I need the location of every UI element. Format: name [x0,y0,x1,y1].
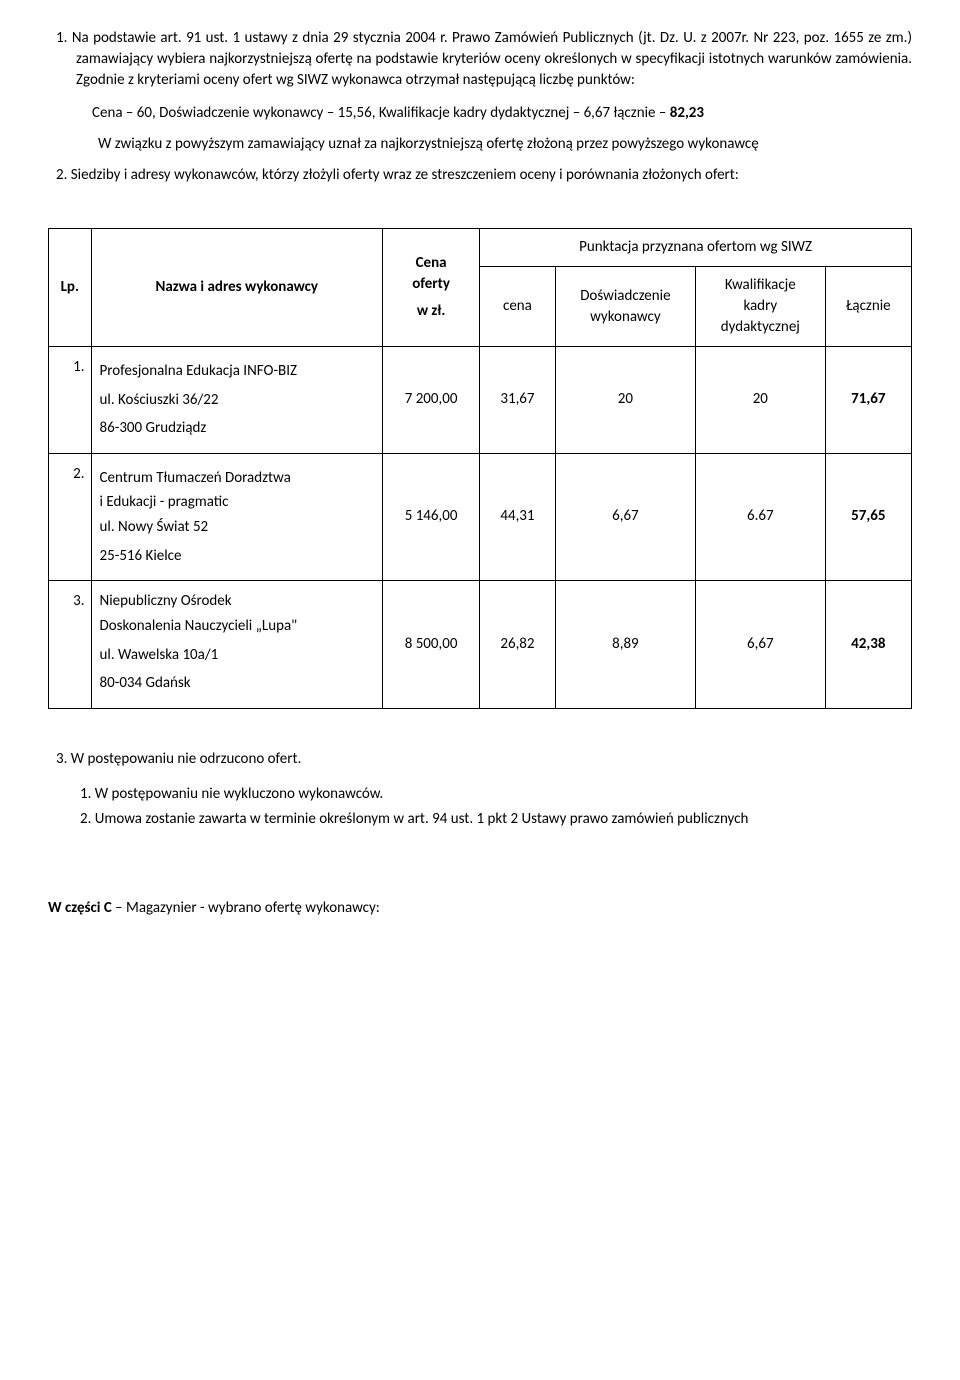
r3-dosw: 8,89 [555,581,695,709]
th-cena-oferty-l2: oferty [393,274,469,295]
r2-lacznie: 57,65 [825,453,911,581]
para-2-bold: 82,23 [670,104,704,122]
r3-cena: 26,82 [480,581,556,709]
bottom-2-text: W postępowaniu nie wykluczono wykonawców… [95,785,384,803]
footer-rest: – Magazynier - wybrano ofertę wykonawcy: [112,899,380,917]
r3-name: Niepubliczny Ośrodek Doskonalenia Nauczy… [91,581,382,709]
th-dosw-l1: Doświadczenie [566,286,685,307]
r2-name: Centrum Tłumaczeń Doradztwa i Edukacji -… [91,453,382,581]
r3-kwal: 6,67 [696,581,826,709]
bottom-3: 2. Umowa zostanie zawarta w terminie okr… [48,809,912,830]
r1-kwal: 20 [696,347,826,454]
th-dosw: Doświadczenie wykonawcy [555,267,695,347]
th-kwal: Kwalifikacje kadry dydaktycznej [696,267,826,347]
r3-lacznie: 42,38 [825,581,911,709]
th-cena-oferty-l1: Cena [393,253,469,274]
th-lp: Lp. [49,229,92,347]
r3-name-l2: Doskonalenia Nauczycieli „Lupa" [100,612,374,641]
r1-lacznie: 71,67 [825,347,911,454]
para-3: W związku z powyższym zamawiający uznał … [48,134,912,155]
bottom-1: 3. W postępowaniu nie odrzucono ofert. [48,749,912,770]
para-2: Cena – 60, Doświadczenie wykonawcy – 15,… [48,103,912,124]
r3-name-l3: ul. Wawelska 10a/1 [100,641,374,670]
th-kwal-l3: dydaktycznej [706,317,815,338]
footer-bold: W części C [48,899,112,917]
r3-lp: 3. [49,581,92,709]
bottom-3-prefix: 2. [80,810,95,828]
r3-name-l1: Niepubliczny Ośrodek [100,591,374,612]
offers-table: Lp. Nazwa i adres wykonawcy Cena oferty … [48,228,912,709]
th-kwal-l2: kadry [706,296,815,317]
para-1-text: Na podstawie art. 91 ust. 1 ustawy z dni… [72,29,912,89]
para-4: 2. Siedziby i adresy wykonawców, którzy … [48,165,912,186]
r2-name-l2: i Edukacji - pragmatic [100,492,374,513]
r2-dosw: 6,67 [555,453,695,581]
footer-line: W części C – Magazynier - wybrano ofertę… [48,898,912,919]
th-cena: cena [480,267,556,347]
bottom-2: 1. W postępowaniu nie wykluczono wykonaw… [48,784,912,805]
th-cena-oferty-l3: w zł. [393,301,469,322]
th-cena-oferty: Cena oferty w zł. [383,229,480,347]
th-punktacja: Punktacja przyznana ofertom wg SIWZ [480,229,912,267]
th-lacznie: Łącznie [825,267,911,347]
bottom-2-prefix: 1. [80,785,95,803]
para-1-prefix: 1. [56,29,72,47]
th-dosw-l2: wykonawcy [566,307,685,328]
para-3-text: W związku z powyższym zamawiający uznał … [98,135,759,153]
r1-dosw: 20 [555,347,695,454]
offers-table-wrap: Lp. Nazwa i adres wykonawcy Cena oferty … [48,228,912,709]
para-2-text: Cena – 60, Doświadczenie wykonawcy – 15,… [92,104,670,122]
r3-cena-oferty: 8 500,00 [383,581,480,709]
r2-name-l4: 25-516 Kielce [100,542,374,571]
para-4-prefix: 2. [56,166,71,184]
r2-name-l1: Centrum Tłumaczeń Doradztwa [100,464,374,493]
bottom-3-text: Umowa zostanie zawarta w terminie określ… [95,810,749,828]
r1-name: Profesjonalna Edukacja INFO-BIZ ul. Kośc… [91,347,382,454]
r2-name-l3: ul. Nowy Świat 52 [100,513,374,542]
bottom-1-prefix: 3. [56,750,71,768]
r1-name-l3: 86-300 Grudziądz [100,414,374,443]
r2-lp: 2. [49,453,92,581]
r2-kwal: 6.67 [696,453,826,581]
r3-name-l4: 80-034 Gdańsk [100,669,374,698]
bottom-1-text: W postępowaniu nie odrzucono ofert. [71,750,301,768]
r2-cena-oferty: 5 146,00 [383,453,480,581]
r1-cena: 31,67 [480,347,556,454]
r1-name-l2: ul. Kościuszki 36/22 [100,386,374,415]
r1-cena-oferty: 7 200,00 [383,347,480,454]
r1-lp: 1. [49,347,92,454]
para-1: 1. Na podstawie art. 91 ust. 1 ustawy z … [48,28,912,91]
th-kwal-l1: Kwalifikacje [706,275,815,296]
th-name: Nazwa i adres wykonawcy [91,229,382,347]
r2-cena: 44,31 [480,453,556,581]
para-4-text: Siedziby i adresy wykonawców, którzy zło… [71,166,739,184]
r1-name-l1: Profesjonalna Edukacja INFO-BIZ [100,357,374,386]
